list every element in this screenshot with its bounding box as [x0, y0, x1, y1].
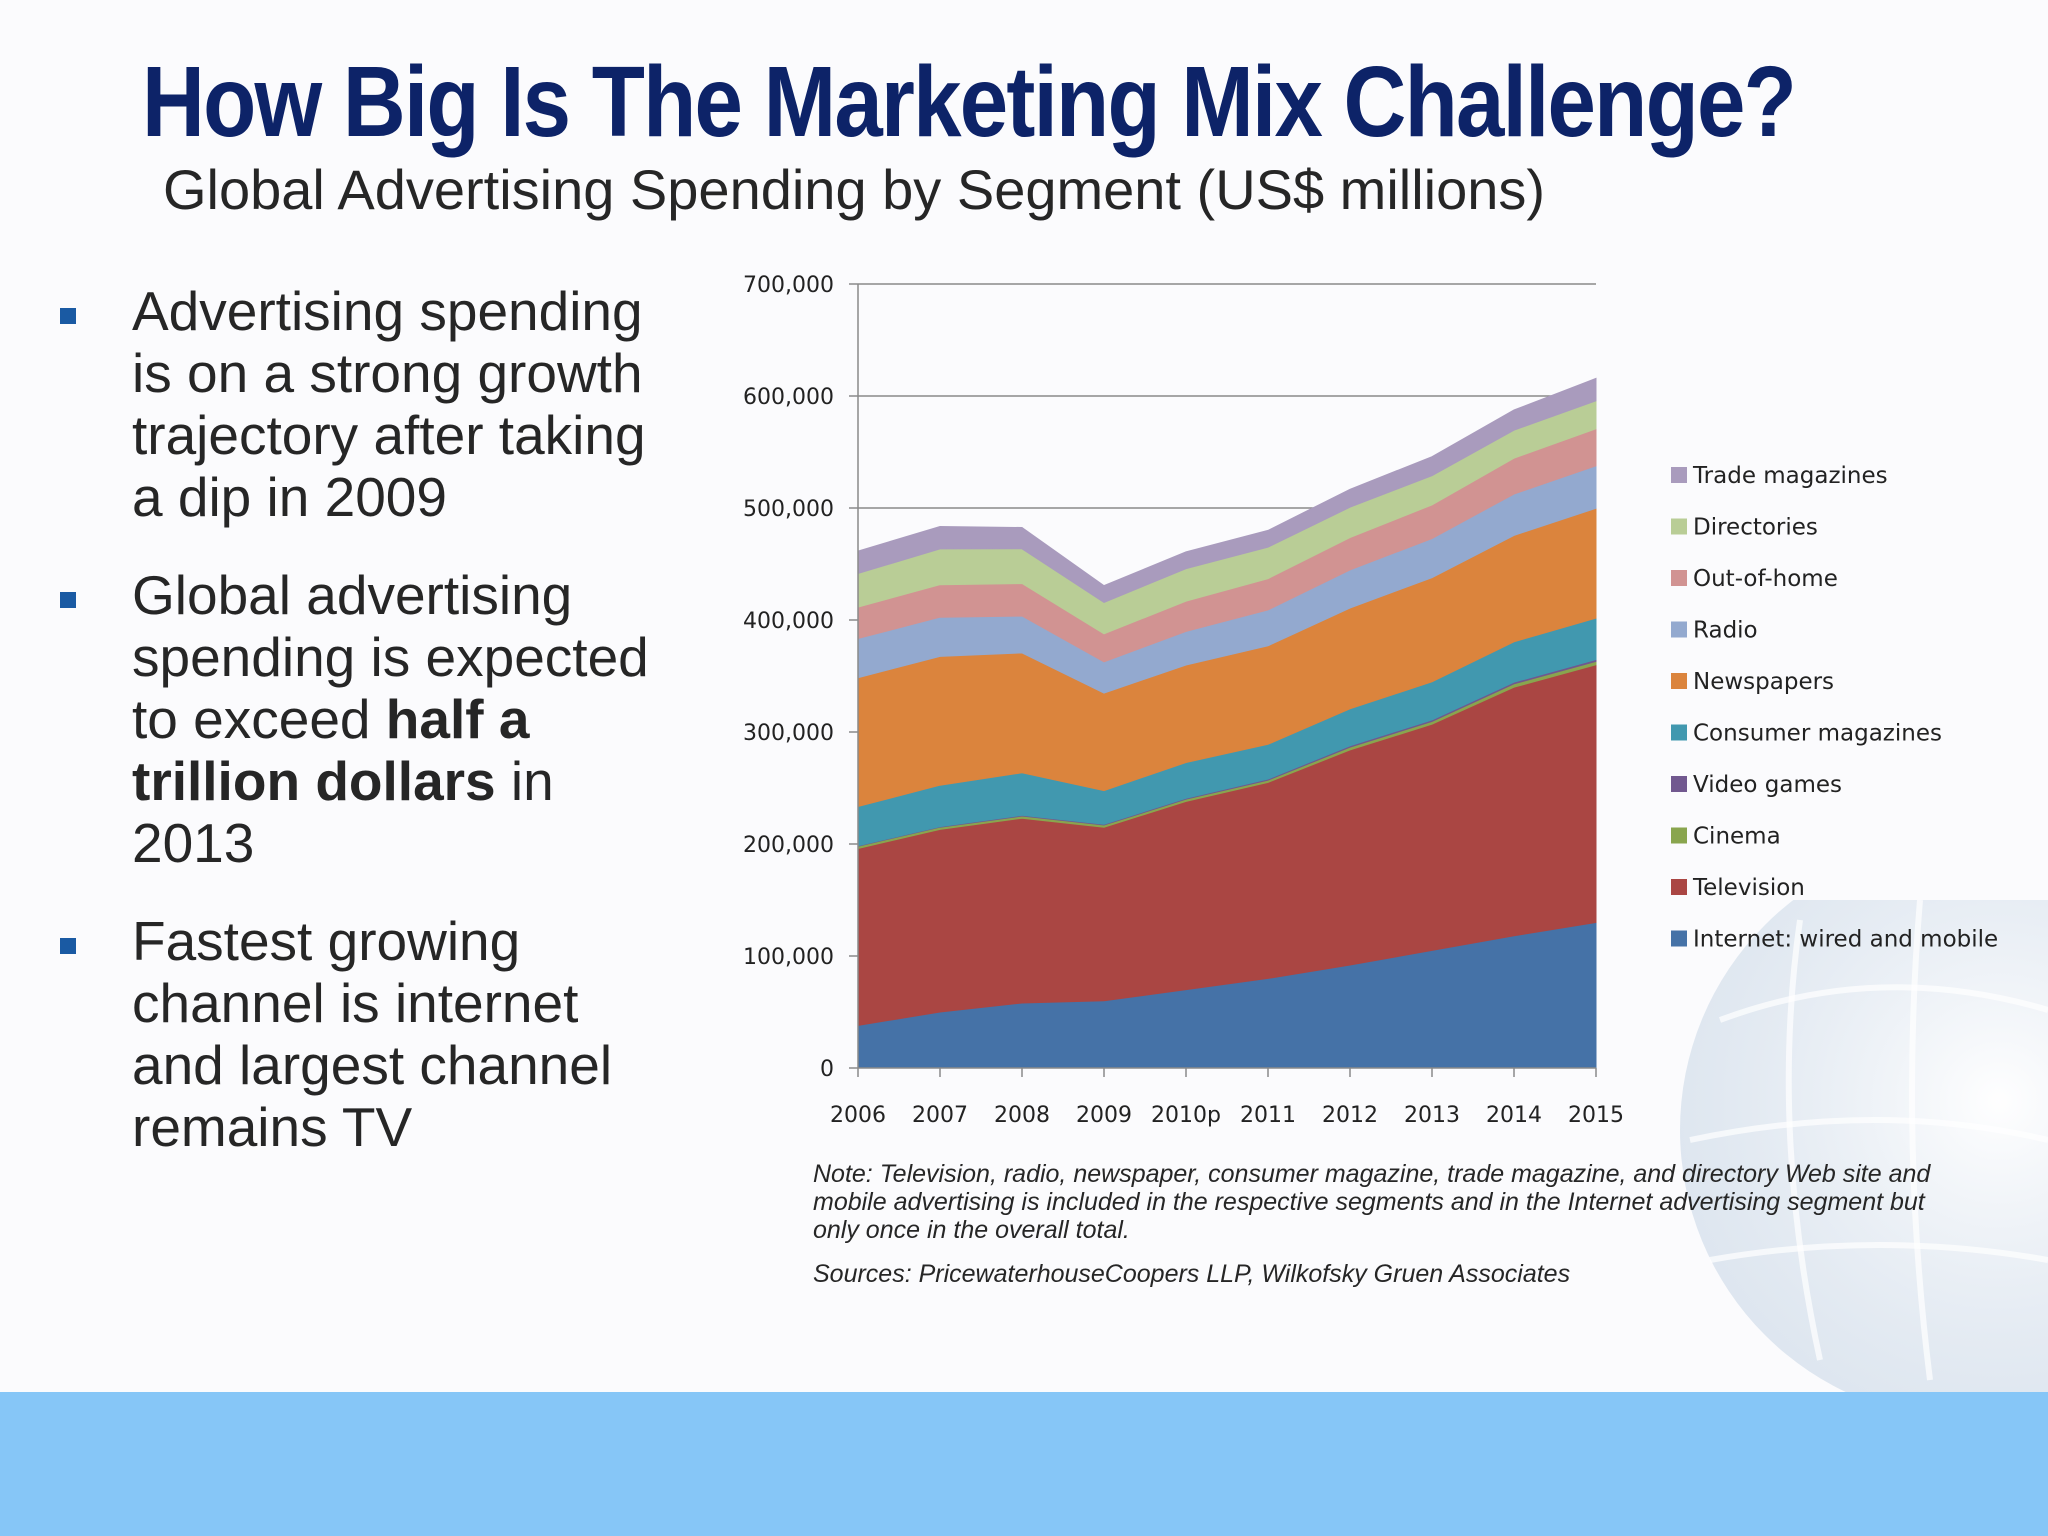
bullet-square-icon [60, 308, 76, 324]
slide-title: How Big Is The Marketing Mix Challenge? [142, 46, 1797, 158]
globe-decoration-icon [1680, 900, 2048, 1392]
legend-swatch-newspapers [1671, 673, 1687, 689]
y-tick-label: 0 [820, 1057, 834, 1082]
bullet-item: Global advertising spending is expected … [56, 564, 676, 874]
bullet-text-post: in 2013 [132, 750, 554, 874]
legend-label-out-of-home: Out-of-home [1693, 566, 1838, 592]
legend-label-consumer-magazines: Consumer magazines [1693, 721, 1942, 747]
bullet-text: Advertising spending is on a strong grow… [132, 280, 646, 528]
bullet-list: Advertising spending is on a strong grow… [56, 280, 676, 1194]
legend-swatch-television [1671, 879, 1687, 895]
x-tick-label: 2015 [1568, 1103, 1624, 1128]
x-tick-label: 2008 [994, 1103, 1050, 1128]
chart-source: Sources: PricewaterhouseCoopers LLP, Wil… [813, 1260, 1571, 1288]
legend-label-internet-wired-and-mobile: Internet: wired and mobile [1693, 927, 1998, 953]
legend-label-cinema: Cinema [1693, 824, 1781, 850]
x-tick-label: 2013 [1404, 1103, 1460, 1128]
bullet-text-pre: Global advertising spending is expected … [132, 564, 649, 750]
bullet-item: Advertising spending is on a strong grow… [56, 280, 676, 528]
legend: Trade magazines Directories Out-of-home Rad… [1671, 463, 1998, 953]
legend-swatch-radio [1671, 621, 1687, 638]
x-tick-label: 2012 [1322, 1103, 1378, 1128]
y-tick-label: 700,000 [743, 273, 834, 298]
x-tick-label: 2010p [1151, 1103, 1221, 1128]
legend-swatch-consumer-magazines [1671, 724, 1687, 741]
legend-label-directories: Directories [1693, 515, 1818, 541]
bullet-square-icon [60, 938, 76, 954]
legend-label-video-games: Video games [1693, 772, 1842, 798]
area-chart: 0 100,000 200,000 300,000 400,000 500,000 600,… [743, 273, 1998, 1128]
slide-subtitle: Global Advertising Spending by Segment (… [163, 158, 1546, 221]
legend-label-television: Television [1692, 875, 1805, 901]
bullet-text-bold: half a trillion dollars [132, 688, 530, 812]
area-series-trade-magazines [857, 377, 1597, 603]
area-layer [857, 377, 1597, 1069]
bullet-item: Fastest growing channel is internet and … [56, 910, 676, 1158]
x-tick-label: 2006 [830, 1103, 886, 1128]
x-tick-label: 2014 [1486, 1103, 1542, 1128]
legend-swatch-trade-magazines [1671, 467, 1687, 483]
legend-swatch-directories [1671, 518, 1687, 535]
legend-swatch-cinema [1671, 827, 1687, 844]
y-tick-label: 100,000 [743, 945, 834, 970]
x-tick-label: 2007 [912, 1103, 968, 1128]
legend-swatch-internet-wired-and-mobile [1671, 930, 1687, 947]
y-tick-label: 200,000 [743, 833, 834, 858]
y-tick-label: 400,000 [743, 609, 834, 634]
legend-label-newspapers: Newspapers [1693, 669, 1834, 695]
chart-note: Note: Television, radio, newspaper, cons… [813, 1160, 1931, 1244]
x-tick-label: 2011 [1240, 1103, 1296, 1128]
legend-label-trade-magazines: Trade magazines [1692, 463, 1888, 489]
bullet-text: Fastest growing channel is internet and … [132, 910, 613, 1158]
x-tick-label: 2009 [1076, 1103, 1132, 1128]
y-tick-label: 300,000 [743, 721, 834, 746]
y-tick-label: 600,000 [743, 385, 834, 410]
legend-swatch-out-of-home [1671, 570, 1687, 586]
footer-band [0, 1392, 2048, 1536]
legend-swatch-video-games [1671, 776, 1687, 792]
y-tick-label: 500,000 [743, 497, 834, 522]
axis-layer: 0 100,000 200,000 300,000 400,000 500,000 600,… [743, 273, 1624, 1128]
bullet-square-icon [60, 592, 76, 608]
legend-label-radio: Radio [1693, 618, 1758, 644]
